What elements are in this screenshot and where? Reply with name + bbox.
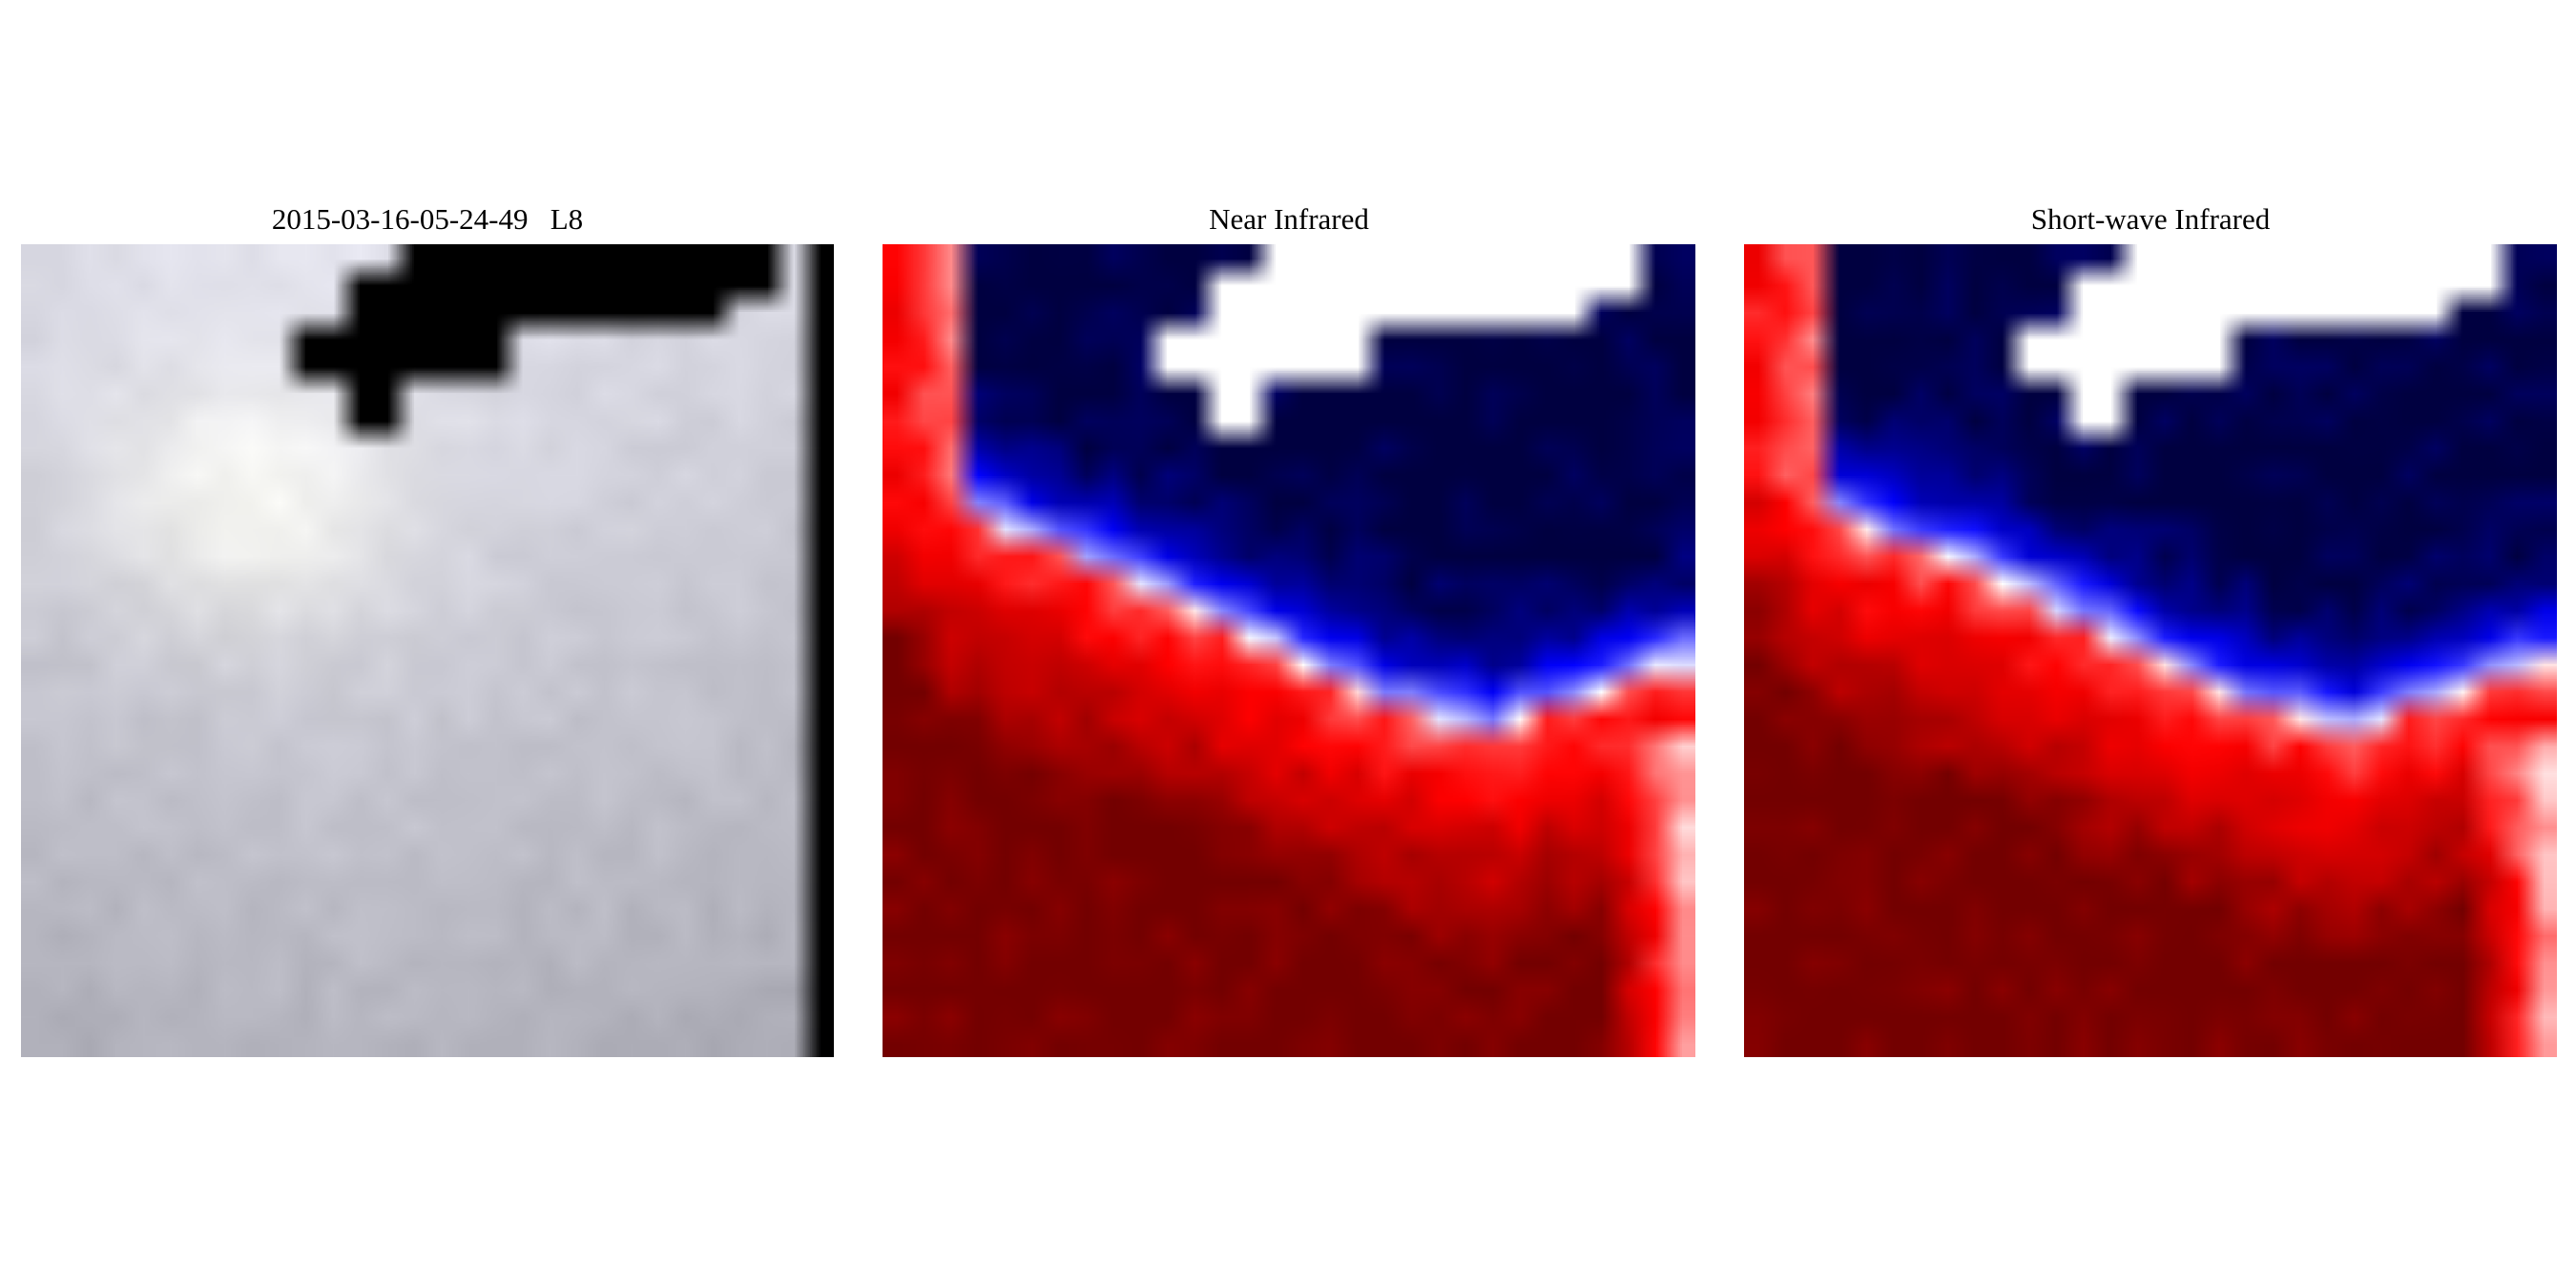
near-infrared-heatmap	[883, 244, 1695, 1057]
panel-title-nir: Near Infrared	[1209, 202, 1369, 236]
rgb-satellite-image	[21, 244, 834, 1057]
panel-title-swir: Short-wave Infrared	[2030, 202, 2271, 236]
panel-title-rgb: 2015-03-16-05-24-49 L8	[271, 202, 584, 236]
short-wave-infrared-heatmap	[1744, 244, 2557, 1057]
